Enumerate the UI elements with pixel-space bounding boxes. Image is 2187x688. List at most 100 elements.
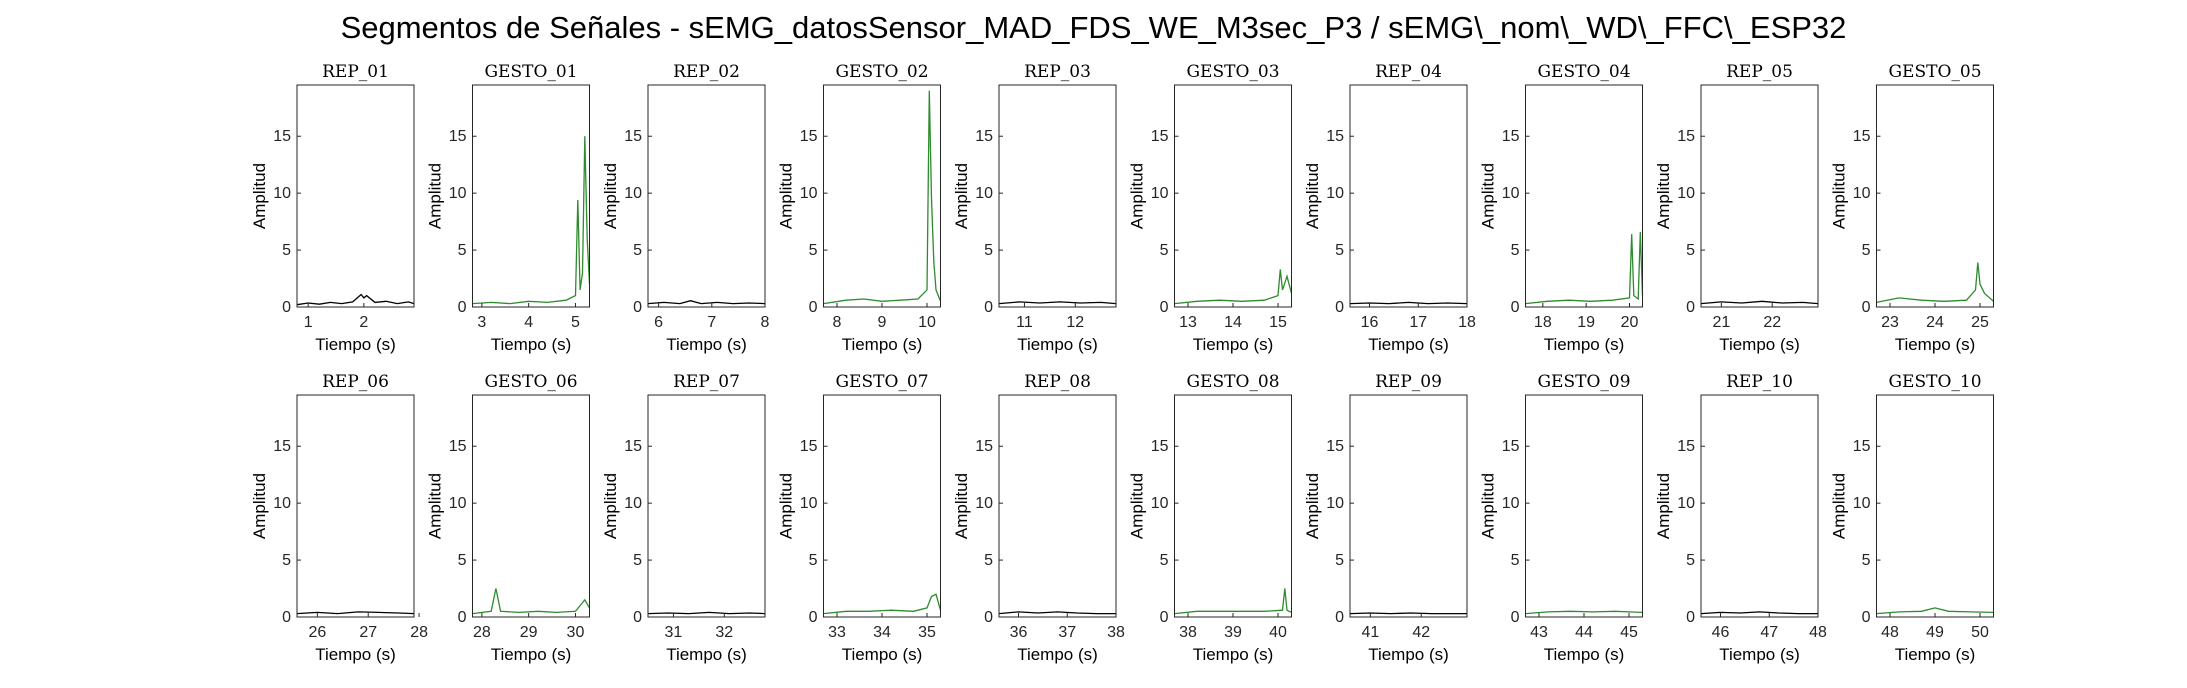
y-tick-label: 0 [1335,609,1344,626]
x-tick-label: 4 [524,314,533,331]
subplot-11: 0 5 10 15 26 27 28 REP_06 Tiempo (s) Amplitud [250,372,428,664]
y-axis-label: Amplitud [1303,163,1322,229]
subplot-title: GESTO_09 [1537,372,1630,392]
x-tick-label: 6 [654,314,663,331]
x-tick-label: 40 [1269,624,1287,641]
signal-trace [1876,607,1994,615]
subplot-title: REP_07 [673,372,740,392]
axes-box [823,394,941,618]
y-tick-label: 0 [633,299,642,316]
y-tick-label: 5 [984,552,993,569]
subplot-08: 0 5 10 15 18 19 20 GESTO_04 Tiempo (s) Amplitud [1479,62,1644,354]
y-axis-label: Amplitud [426,473,445,539]
figure-title: Segmentos de Señales - sEMG_datosSensor_… [340,10,1847,45]
signal-trace [823,593,942,615]
y-tick-label: 0 [282,299,291,316]
axes-box [1525,84,1643,308]
subplot-title: GESTO_02 [835,62,928,82]
signal-trace [1876,262,1994,304]
subplot-18: 0 5 10 15 43 44 45 GESTO_09 Tiempo (s) Amplitud [1479,372,1643,664]
y-tick-label: 10 [1502,185,1520,202]
y-axis-label: Amplitud [1654,163,1673,229]
x-tick-label: 13 [1179,314,1197,331]
subplot-13: 0 5 10 15 31 32 REP_07 Tiempo (s) Amplitud [601,372,766,664]
x-tick-label: 43 [1530,624,1548,641]
x-tick-label: 33 [828,624,846,641]
signal-trace [1174,269,1293,305]
y-tick-label: 10 [800,185,818,202]
y-tick-label: 5 [809,242,818,259]
y-tick-label: 0 [1335,299,1344,316]
y-axis-label: Amplitud [1479,163,1498,229]
y-tick-label: 5 [458,242,467,259]
x-axis-label: Tiempo (s) [1895,645,1976,664]
y-tick-label: 10 [449,185,467,202]
y-tick-label: 5 [1335,552,1344,569]
signal-trace [1174,588,1292,615]
x-axis-label: Tiempo (s) [1193,335,1274,354]
subplot-title: REP_02 [673,62,740,82]
y-tick-label: 5 [282,242,291,259]
subplot-12: 0 5 10 15 28 29 30 GESTO_06 Tiempo (s) Amplitud [426,372,591,664]
y-tick-label: 10 [1151,495,1169,512]
y-tick-label: 5 [984,242,993,259]
x-tick-label: 17 [1409,314,1427,331]
y-tick-label: 15 [449,438,467,455]
y-tick-label: 10 [975,185,993,202]
y-axis-label: Amplitud [1128,163,1147,229]
y-tick-label: 5 [1511,552,1520,569]
subplot-15: 0 5 10 15 36 37 38 REP_08 Tiempo (s) Amplitud [952,372,1125,664]
subplot-07: 0 5 10 15 16 17 18 REP_04 Tiempo (s) Amplitud [1303,62,1476,354]
axes-box [1349,84,1468,308]
axes-box [1525,394,1643,618]
y-tick-label: 0 [1160,299,1169,316]
subplot-14: 0 5 10 15 33 34 35 GESTO_07 Tiempo (s) Amplitud [777,372,942,664]
x-tick-label: 12 [1066,314,1084,331]
y-axis-label: Amplitud [250,473,269,539]
x-tick-label: 18 [1458,314,1476,331]
x-axis-label: Tiempo (s) [666,335,747,354]
x-tick-label: 10 [918,314,936,331]
y-tick-label: 5 [1160,552,1169,569]
x-axis-label: Tiempo (s) [1719,645,1800,664]
y-tick-label: 15 [624,128,642,145]
x-tick-label: 24 [1926,314,1944,331]
y-axis-label: Amplitud [952,473,971,539]
signal-trace [472,136,591,305]
x-axis-label: Tiempo (s) [1017,335,1098,354]
x-tick-label: 32 [715,624,733,641]
x-tick-label: 15 [1269,314,1287,331]
y-tick-label: 10 [1853,185,1871,202]
x-axis-label: Tiempo (s) [1017,645,1098,664]
y-tick-label: 15 [1502,438,1520,455]
y-tick-label: 0 [1160,609,1169,626]
subplot-title: GESTO_06 [484,372,577,392]
y-tick-label: 15 [1677,128,1695,145]
x-tick-label: 30 [567,624,585,641]
y-axis-label: Amplitud [777,163,796,229]
y-axis-label: Amplitud [1830,473,1849,539]
y-tick-label: 5 [1686,552,1695,569]
subplot-title: REP_05 [1726,62,1793,82]
y-tick-label: 5 [1862,242,1871,259]
x-axis-label: Tiempo (s) [491,645,572,664]
axes-box [998,394,1117,618]
y-tick-label: 0 [458,299,467,316]
subplot-01: 0 5 10 15 1 2 REP_01 Tiempo (s) Amplitud [250,62,415,354]
signal-trace [1349,301,1468,305]
signal-trace [998,301,1117,305]
y-tick-label: 10 [1502,495,1520,512]
y-tick-label: 15 [273,438,291,455]
signal-trace [647,611,766,615]
x-tick-label: 20 [1621,314,1639,331]
y-tick-label: 0 [458,609,467,626]
y-tick-label: 0 [809,609,818,626]
y-tick-label: 5 [633,242,642,259]
y-tick-label: 0 [1511,609,1520,626]
y-tick-label: 5 [809,552,818,569]
subplot-title: GESTO_08 [1186,372,1279,392]
axes-box [472,394,590,618]
subplot-17: 0 5 10 15 41 42 REP_09 Tiempo (s) Amplitud [1303,372,1468,664]
x-tick-label: 3 [477,314,486,331]
subplot-16: 0 5 10 15 38 39 40 GESTO_08 Tiempo (s) Amplitud [1128,372,1292,664]
